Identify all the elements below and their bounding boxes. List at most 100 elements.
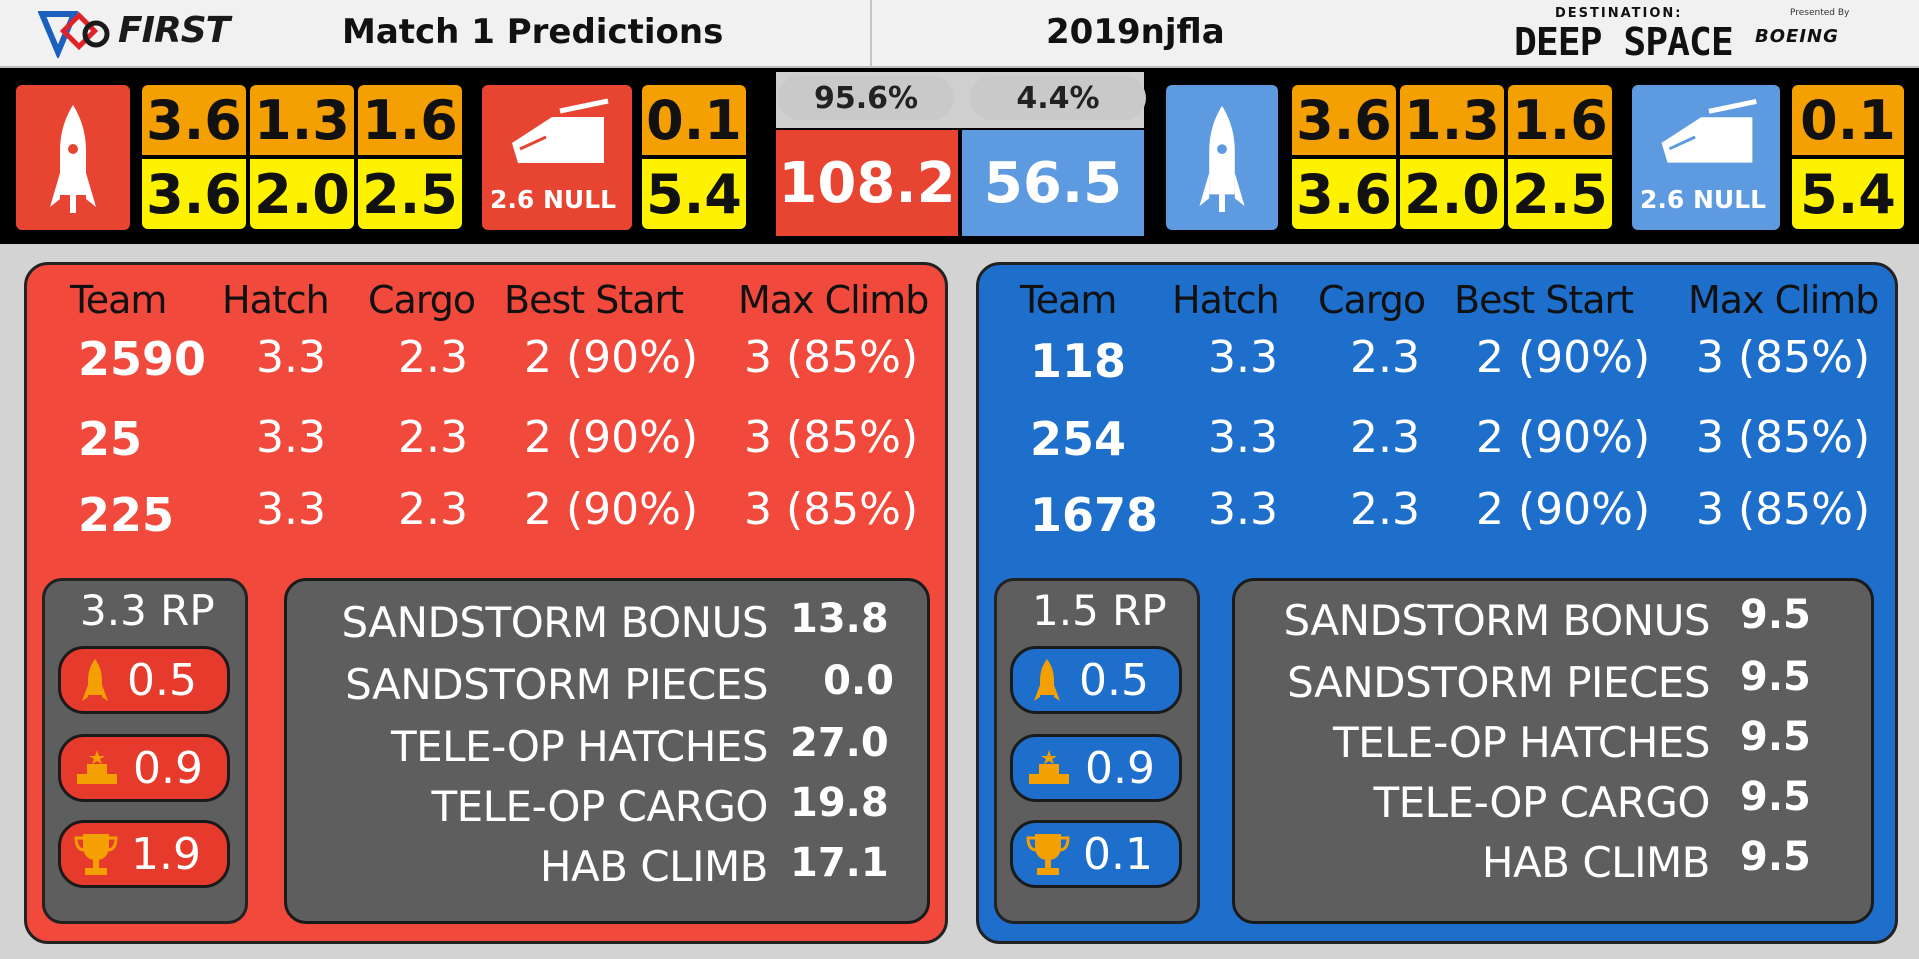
red-stat-value: 0.0	[823, 658, 894, 704]
red-team-1: 2590	[78, 332, 207, 386]
red-team-1-hatch: 3.3	[256, 332, 326, 383]
blue-hab-bottom: 5.4	[1792, 159, 1904, 229]
red-team-1-start: 2 (90%)	[524, 332, 699, 383]
rocket-icon	[1199, 105, 1245, 213]
red-stats-labels: SANDSTORM BONUS SANDSTORM PIECES TELE-OP…	[300, 598, 768, 902]
red-stat-value: 13.8	[790, 596, 889, 642]
blue-header-cargo: Cargo	[1318, 278, 1426, 322]
red-header-hatch: Hatch	[222, 278, 330, 322]
blue-team-2-cargo: 2.3	[1350, 412, 1420, 463]
red-hab-label: 2.6 NULL	[490, 185, 617, 214]
red-stats-values: 13.8 0.0 27.0 19.8 17.1	[790, 596, 900, 900]
red-hab-top: 0.1	[642, 85, 746, 155]
red-bottom-1: 3.6	[142, 159, 246, 229]
blue-stat-label: TELE-OP CARGO	[1373, 778, 1710, 827]
trophy-icon	[1026, 834, 1070, 875]
blue-bottom-2: 2.0	[1400, 159, 1504, 229]
red-stat-label: SANDSTORM BONUS	[341, 598, 768, 647]
blue-team-3-cargo: 2.3	[1350, 484, 1420, 535]
red-team-1-climb: 3 (85%)	[744, 332, 919, 383]
blue-stat-value: 9.5	[1740, 592, 1811, 638]
blue-stats-box	[1232, 578, 1874, 924]
blue-stats-labels: SANDSTORM BONUS SANDSTORM PIECES TELE-OP…	[1240, 596, 1710, 898]
red-rp-hab-value: 0.9	[133, 742, 203, 794]
red-team-2-climb: 3 (85%)	[744, 412, 919, 463]
hab-podium-icon	[1029, 750, 1069, 784]
page-title: Match 1 Predictions	[342, 12, 724, 52]
trophy-icon	[74, 834, 118, 875]
blue-win-probability: 4.4%	[970, 76, 1146, 120]
red-team-3-cargo: 2.3	[398, 484, 468, 535]
red-team-2-start: 2 (90%)	[524, 412, 699, 463]
blue-top-3: 1.6	[1508, 85, 1612, 155]
rocket-icon	[82, 659, 108, 701]
blue-hab-label: 2.6 NULL	[1640, 185, 1767, 214]
red-rp-win-value: 1.9	[131, 828, 201, 880]
blue-team-2-start: 2 (90%)	[1476, 412, 1651, 463]
blue-stat-value: 9.5	[1740, 774, 1811, 820]
blue-rp-total: 1.5 RP	[1032, 586, 1167, 635]
blue-team-3-climb: 3 (85%)	[1696, 484, 1871, 535]
red-bottom-2: 2.0	[250, 159, 354, 229]
red-team-2: 25	[78, 412, 143, 466]
red-team-3-start: 2 (90%)	[524, 484, 699, 535]
red-top-2: 1.3	[250, 85, 354, 155]
blue-team-1-start: 2 (90%)	[1476, 332, 1651, 383]
red-stat-label: SANDSTORM PIECES	[345, 660, 768, 709]
blue-team-2-hatch: 3.3	[1208, 412, 1278, 463]
blue-team-3-start: 2 (90%)	[1476, 484, 1651, 535]
blue-stat-label: HAB CLIMB	[1481, 838, 1711, 887]
red-hab-bottom: 5.4	[642, 159, 746, 229]
first-logo-icon	[37, 11, 110, 60]
blue-team-2: 254	[1030, 412, 1127, 466]
blue-rp-hab-pill: 0.9	[1010, 734, 1182, 802]
red-team-2-cargo: 2.3	[398, 412, 468, 463]
blue-team-3-hatch: 3.3	[1208, 484, 1278, 535]
hab-platform-icon	[512, 98, 609, 163]
red-team-2-hatch: 3.3	[256, 412, 326, 463]
blue-bottom-1: 3.6	[1292, 159, 1396, 229]
red-win-probability: 95.6%	[778, 76, 954, 120]
presented-by: Presented By	[1790, 8, 1850, 18]
blue-header-hatch: Hatch	[1172, 278, 1280, 322]
blue-stat-value: 9.5	[1740, 714, 1811, 760]
red-team-3: 225	[78, 488, 175, 542]
red-top-1: 3.6	[142, 85, 246, 155]
blue-top-2: 1.3	[1400, 85, 1504, 155]
blue-header-max-climb: Max Climb	[1688, 278, 1879, 322]
red-rp-total: 3.3 RP	[80, 586, 215, 635]
blue-header-team: Team	[1020, 278, 1117, 322]
red-top-3: 1.6	[358, 85, 462, 155]
game-logo-small: DESTINATION:	[1555, 6, 1683, 21]
red-hab-tile: 2.6 NULL	[482, 85, 632, 230]
blue-rocket-tile	[1166, 85, 1278, 230]
blue-stat-label: SANDSTORM PIECES	[1287, 658, 1710, 707]
red-team-3-hatch: 3.3	[256, 484, 326, 535]
red-rp-win-pill: 1.9	[58, 820, 230, 888]
event-code: 2019njfla	[1046, 12, 1225, 52]
blue-team-1-climb: 3 (85%)	[1696, 332, 1871, 383]
blue-stats-values: 9.5 9.5 9.5 9.5 9.5	[1740, 592, 1830, 894]
blue-rp-rocket-value: 0.5	[1079, 654, 1149, 706]
header-divider	[870, 0, 872, 66]
red-predicted-score: 108.2	[776, 130, 958, 236]
blue-stat-value: 9.5	[1740, 834, 1811, 880]
blue-stat-label: SANDSTORM BONUS	[1283, 596, 1710, 645]
sponsor-logo: BOEING	[1755, 26, 1839, 47]
red-header-max-climb: Max Climb	[738, 278, 929, 322]
red-bottom-3: 2.5	[358, 159, 462, 229]
blue-predicted-score: 56.5	[962, 130, 1144, 236]
blue-hab-top: 0.1	[1792, 85, 1904, 155]
red-team-1-cargo: 2.3	[398, 332, 468, 383]
red-rp-rocket-value: 0.5	[127, 654, 197, 706]
blue-stat-label: TELE-OP HATCHES	[1332, 718, 1711, 767]
red-rp-rocket-pill: 0.5	[58, 646, 230, 714]
first-logo-text: FIRST	[118, 10, 230, 51]
blue-rp-rocket-pill: 0.5	[1010, 646, 1182, 714]
red-header-cargo: Cargo	[368, 278, 476, 322]
red-rp-hab-pill: 0.9	[58, 734, 230, 802]
red-team-3-climb: 3 (85%)	[744, 484, 919, 535]
header-bar	[0, 0, 1919, 68]
blue-team-3: 1678	[1030, 488, 1159, 542]
blue-stat-value: 9.5	[1740, 654, 1811, 700]
